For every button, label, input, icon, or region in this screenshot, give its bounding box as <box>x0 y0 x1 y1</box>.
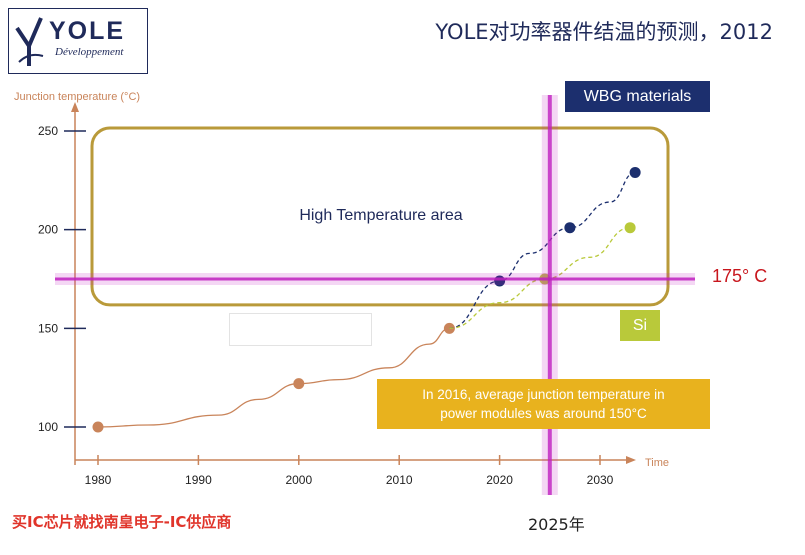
chart-series <box>92 166 641 433</box>
threshold-label: 175° C <box>712 266 768 286</box>
y-tick-label: 250 <box>38 124 58 138</box>
x-tick-label: 1980 <box>85 473 112 487</box>
series-line <box>449 171 636 329</box>
series-line <box>449 227 631 329</box>
data-point <box>624 222 636 234</box>
note-line-2: power modules was around 150°C <box>440 406 647 421</box>
y-tick-label: 200 <box>38 223 58 237</box>
x-axis-label: Time <box>645 457 669 469</box>
data-point <box>564 222 576 234</box>
x-tick-label: 1990 <box>185 473 212 487</box>
empty-label-box <box>229 313 372 346</box>
y-tick-label: 150 <box>38 321 58 335</box>
high-temperature-area-box <box>90 126 670 307</box>
chart-axes: Junction temperature (°C) Time 100 150 200 25… <box>14 91 669 487</box>
page-title: YOLE对功率器件结温的预测，2012 <box>435 20 773 44</box>
watermark-text: 买IC芯片就找南皇电子-IC供应商 <box>12 513 232 531</box>
x-axis-arrow <box>626 456 636 464</box>
chart-highlights <box>55 95 695 495</box>
x-tick-label: 2010 <box>386 473 413 487</box>
note-line-1: In 2016, average junction temperature in <box>422 387 665 402</box>
data-point <box>293 378 305 390</box>
x-tick-label: 2030 <box>587 473 614 487</box>
year-marker-label: 2025年 <box>528 515 585 534</box>
y-axis-arrow <box>71 102 79 112</box>
note-badge: In 2016, average junction temperature in… <box>377 379 710 429</box>
logo-wordmark: YOLE <box>49 17 126 45</box>
data-point <box>92 421 104 433</box>
high-temperature-area: High Temperature area <box>90 126 670 307</box>
data-point <box>629 166 641 178</box>
x-tick-label: 2000 <box>285 473 312 487</box>
wbg-legend-badge: WBG materials <box>565 81 710 112</box>
logo-subtitle: Développement <box>55 46 124 58</box>
y-tick-label: 100 <box>38 420 58 434</box>
logo-mark-icon <box>15 17 44 66</box>
si-legend-badge: Si <box>620 310 660 341</box>
logo: YOLE Développement <box>8 8 148 74</box>
y-axis-label: Junction temperature (°C) <box>14 91 140 103</box>
x-tick-label: 2020 <box>486 473 513 487</box>
high-temperature-area-label: High Temperature area <box>299 207 462 224</box>
